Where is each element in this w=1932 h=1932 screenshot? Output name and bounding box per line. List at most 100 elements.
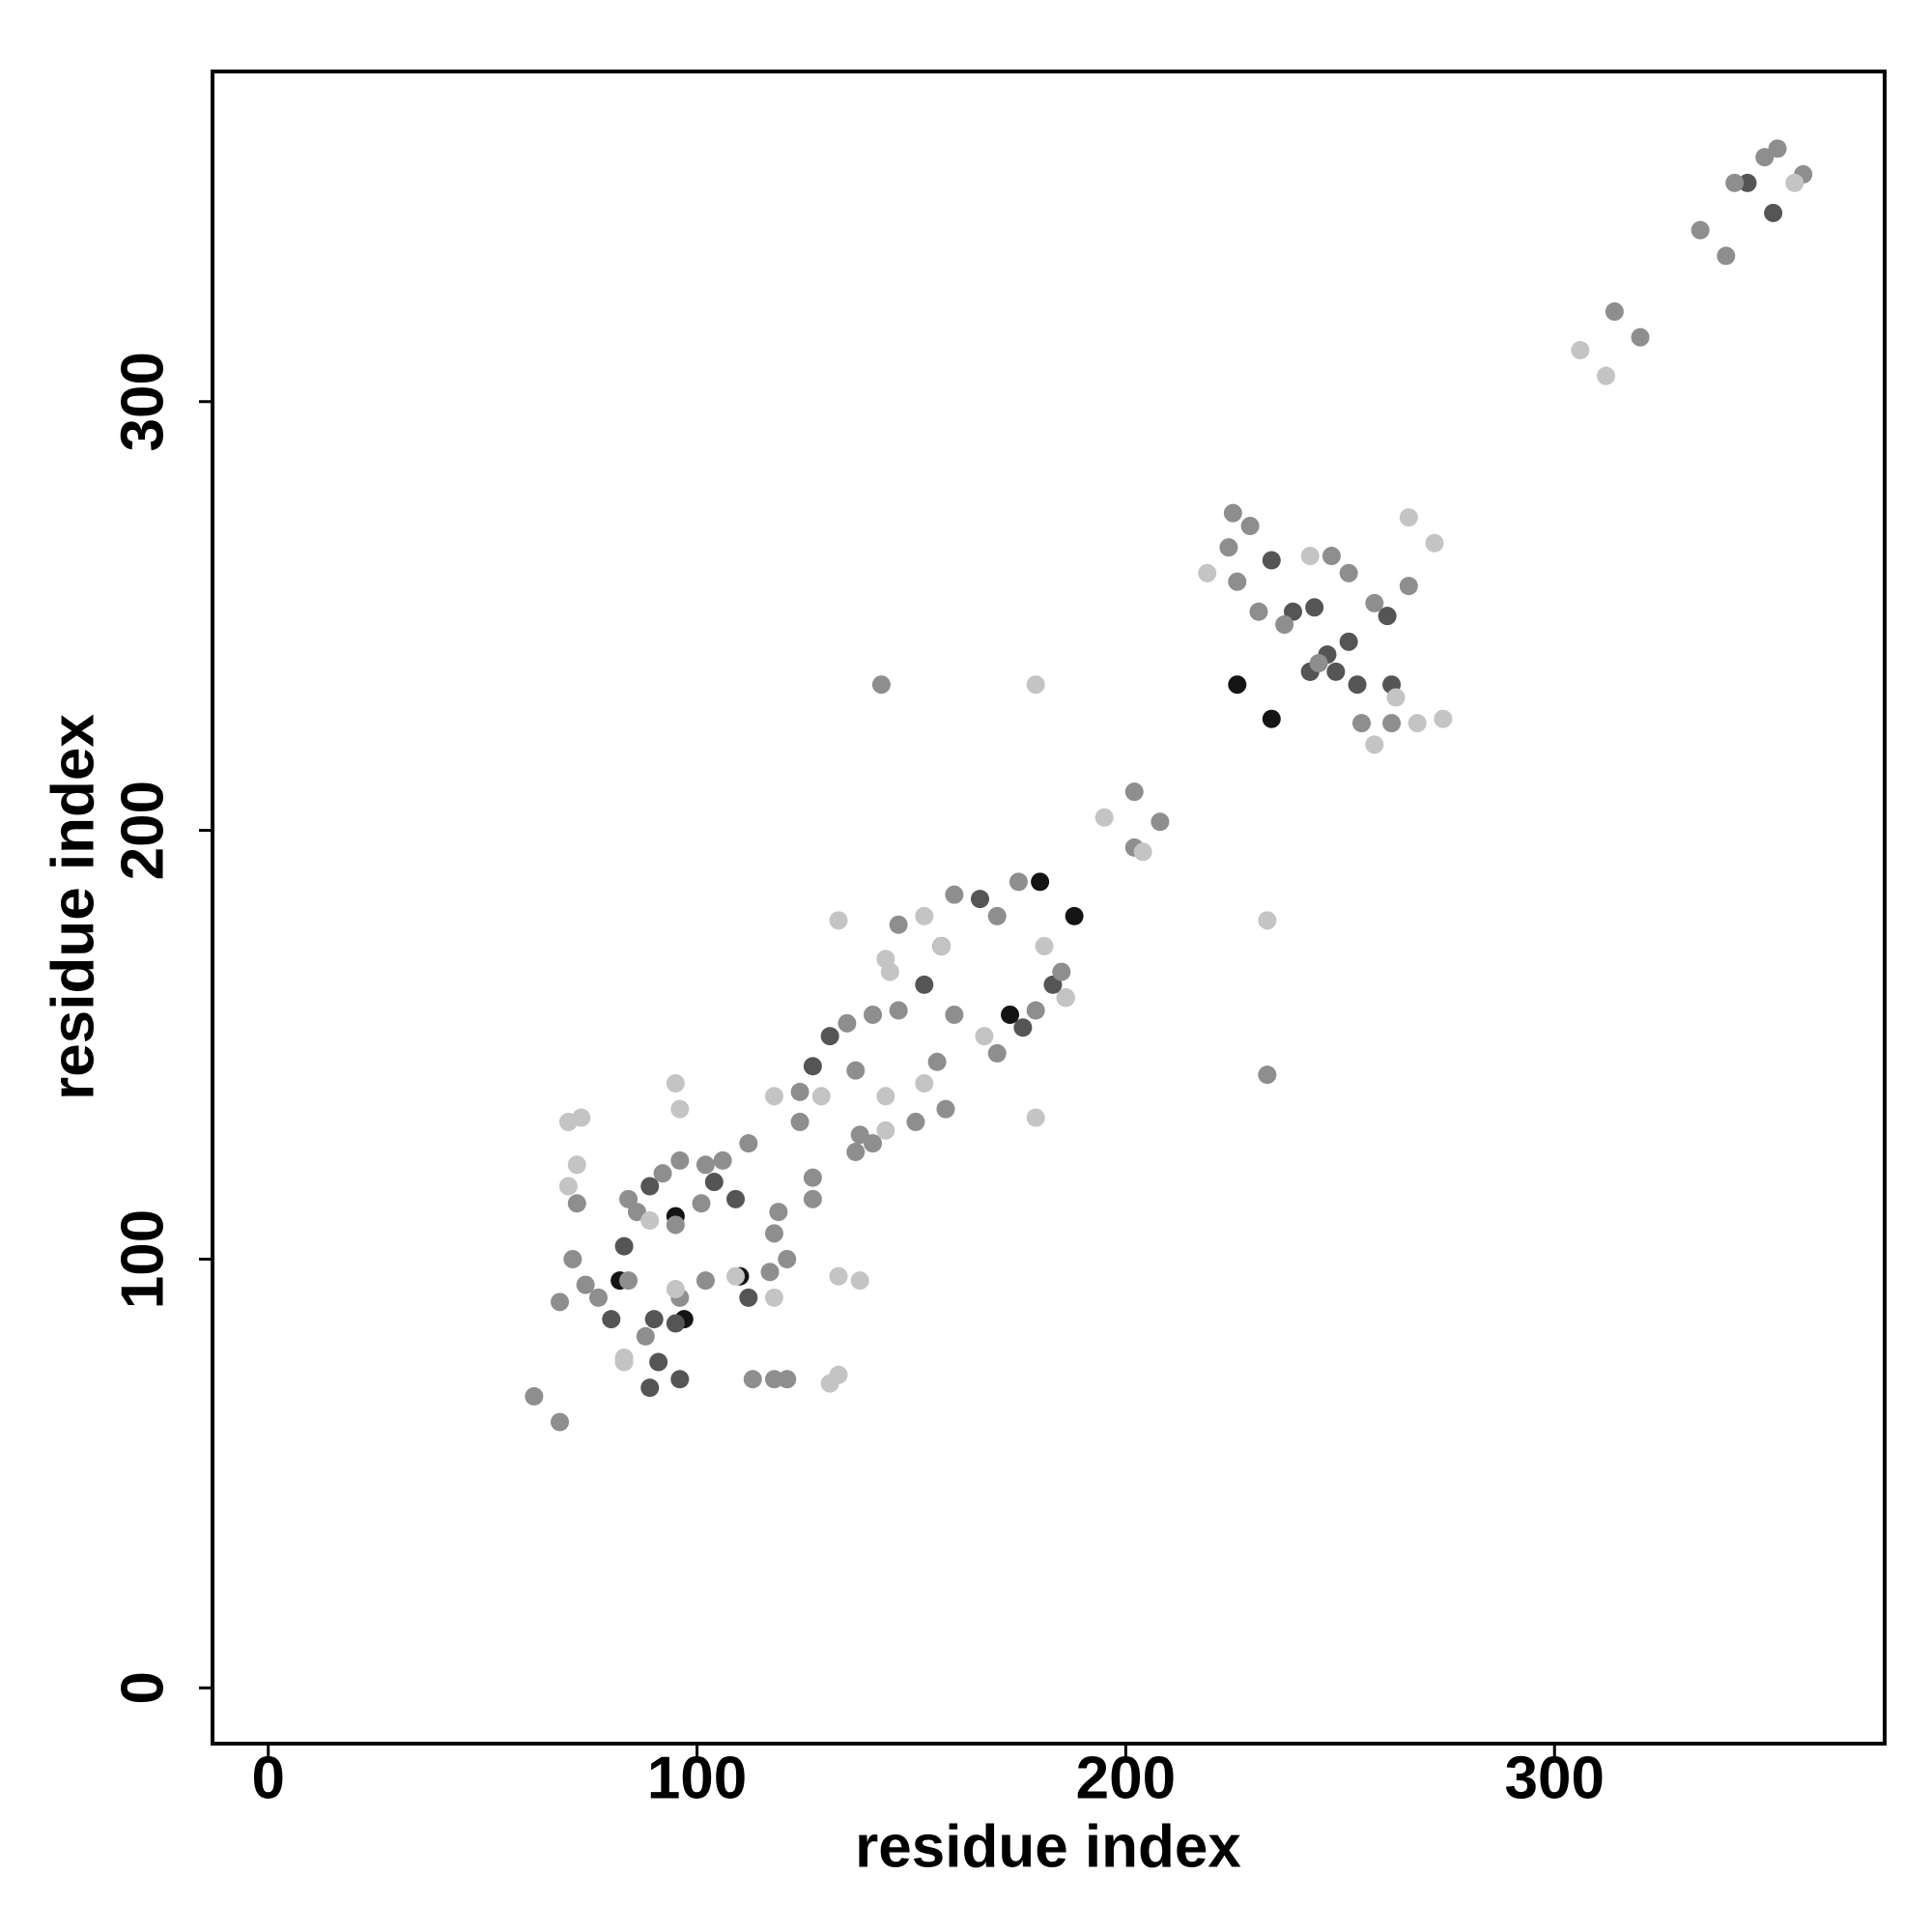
point (1717, 246, 1736, 266)
point (563, 1249, 582, 1268)
point (927, 1052, 947, 1071)
point (1258, 1065, 1277, 1085)
point (803, 1189, 822, 1208)
point (640, 1211, 660, 1231)
point (1124, 782, 1144, 802)
point (1001, 1005, 1020, 1024)
point (670, 1370, 690, 1389)
point (764, 1224, 783, 1243)
point (725, 1189, 745, 1208)
point (1399, 577, 1418, 596)
point (670, 1151, 690, 1170)
point (829, 911, 848, 930)
point (778, 1249, 797, 1268)
point (846, 1061, 866, 1080)
y-axis-label: residue index (40, 714, 106, 1100)
point (725, 1266, 745, 1286)
point (932, 936, 952, 955)
point (850, 1125, 869, 1145)
point (1013, 1018, 1033, 1037)
point (790, 1112, 810, 1131)
x-axis-label: residue index (855, 1813, 1241, 1880)
point (1249, 602, 1268, 621)
point (567, 1194, 586, 1213)
point (614, 1352, 634, 1372)
point (1407, 714, 1427, 733)
point (945, 885, 964, 904)
point (739, 1134, 758, 1153)
point (1035, 936, 1054, 955)
point (1785, 173, 1804, 192)
point (1228, 572, 1247, 591)
y-tick-label: 300 (109, 352, 176, 451)
point (1386, 688, 1406, 707)
point (551, 1293, 570, 1312)
point (975, 1027, 994, 1046)
point (1631, 327, 1650, 347)
point (696, 1271, 715, 1291)
point (764, 1288, 783, 1307)
point (803, 1168, 822, 1187)
point (871, 675, 891, 695)
point (1026, 1108, 1045, 1127)
point (769, 1203, 788, 1222)
point (713, 1151, 732, 1170)
point (1309, 654, 1328, 673)
point (889, 915, 908, 934)
plot-frame (211, 70, 1887, 1746)
point (915, 1073, 934, 1093)
point (864, 1005, 883, 1024)
point (838, 1013, 857, 1033)
point (1326, 662, 1346, 681)
point (764, 1087, 783, 1106)
point (1738, 173, 1757, 192)
point (1009, 872, 1028, 892)
point (666, 1073, 685, 1093)
point (1382, 714, 1402, 733)
point (1764, 203, 1783, 222)
point (1262, 709, 1281, 728)
point (1365, 735, 1384, 754)
x-tick-label: 300 (1505, 1745, 1605, 1811)
point (1378, 607, 1397, 626)
point (572, 1108, 591, 1127)
x-tick-label: 200 (1076, 1745, 1176, 1811)
point (1690, 220, 1710, 240)
x-tick-label: 0 (251, 1745, 284, 1811)
point (1305, 598, 1324, 617)
y-tick-label: 0 (109, 1671, 176, 1704)
point (829, 1266, 848, 1286)
point (764, 1370, 783, 1389)
point (936, 1099, 955, 1119)
point (1321, 547, 1341, 566)
point (1300, 547, 1320, 566)
point (906, 1112, 925, 1131)
point (696, 1155, 715, 1175)
point (1434, 709, 1453, 728)
point (1425, 533, 1444, 553)
point (653, 1164, 672, 1183)
y-tick-label: 100 (109, 1209, 176, 1309)
point (880, 962, 899, 981)
point (790, 1082, 810, 1101)
point (692, 1194, 711, 1213)
point (614, 1236, 634, 1256)
point (1056, 988, 1075, 1008)
point (778, 1370, 797, 1389)
point (670, 1099, 690, 1119)
x-tick-label: 100 (647, 1745, 747, 1811)
point (1065, 906, 1084, 925)
point (1228, 675, 1247, 695)
point (811, 1087, 831, 1106)
point (850, 1271, 869, 1291)
point (987, 906, 1007, 925)
point (619, 1271, 639, 1291)
point (1026, 1001, 1045, 1020)
point (627, 1203, 646, 1222)
point (889, 1001, 908, 1020)
point (1571, 341, 1590, 359)
point (1219, 538, 1238, 557)
point (846, 1142, 866, 1161)
point (876, 1087, 895, 1106)
